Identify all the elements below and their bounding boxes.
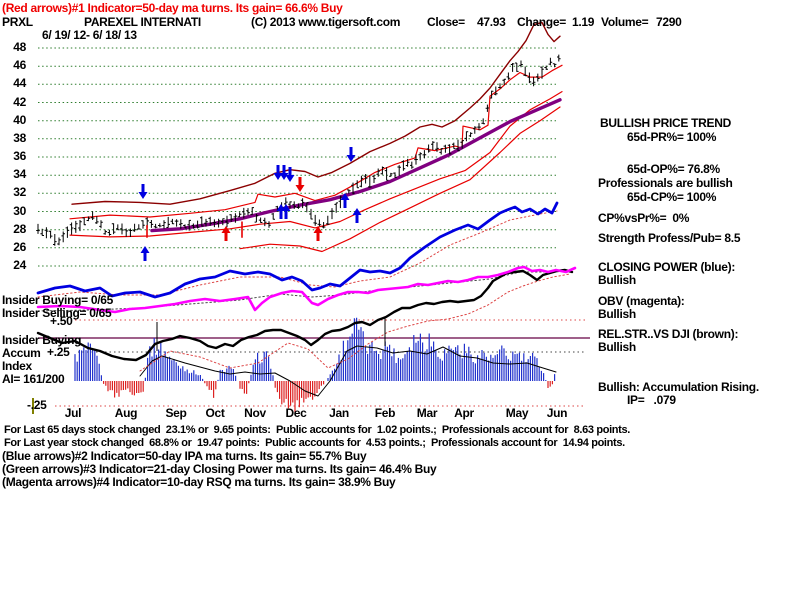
lower-red-band: [239, 106, 561, 253]
maroon-upper-band: [71, 21, 561, 205]
mid-red-band: [69, 91, 563, 238]
blue-down-arrow-icon: [346, 147, 356, 162]
red-highlight-bars: [146, 221, 243, 238]
blue-up-arrow-icon: [281, 204, 291, 219]
blue-down-arrow-icon: [279, 165, 289, 180]
blue-down-arrow-icon: [285, 167, 295, 182]
blue-up-arrow-icon: [276, 204, 286, 219]
red-down-arrow-icon: [295, 177, 305, 192]
obv-line: [36, 265, 577, 314]
blue-up-arrow-icon: [340, 193, 350, 208]
closing-power-line: [36, 201, 559, 299]
upper-red-band: [69, 64, 563, 220]
relative-strength-line: [36, 268, 574, 362]
accumulation-histogram-positive: [74, 317, 556, 381]
red-up-arrow-icon: [221, 226, 231, 241]
blue-up-arrow-icon: [140, 246, 150, 261]
relstr-ma-dotted: [139, 273, 571, 372]
blue-up-arrow-icon: [352, 208, 362, 223]
blue-down-arrow-icon: [273, 165, 283, 180]
cp-ma-dotted: [37, 210, 558, 298]
red-up-arrow-icon: [313, 226, 323, 241]
ai-envelope-line: [139, 345, 557, 397]
purple-long-ma: [150, 98, 562, 233]
accumulation-histogram-negative: [103, 381, 553, 413]
blue-down-arrow-icon: [138, 184, 148, 199]
candlestick-series: [36, 54, 561, 246]
